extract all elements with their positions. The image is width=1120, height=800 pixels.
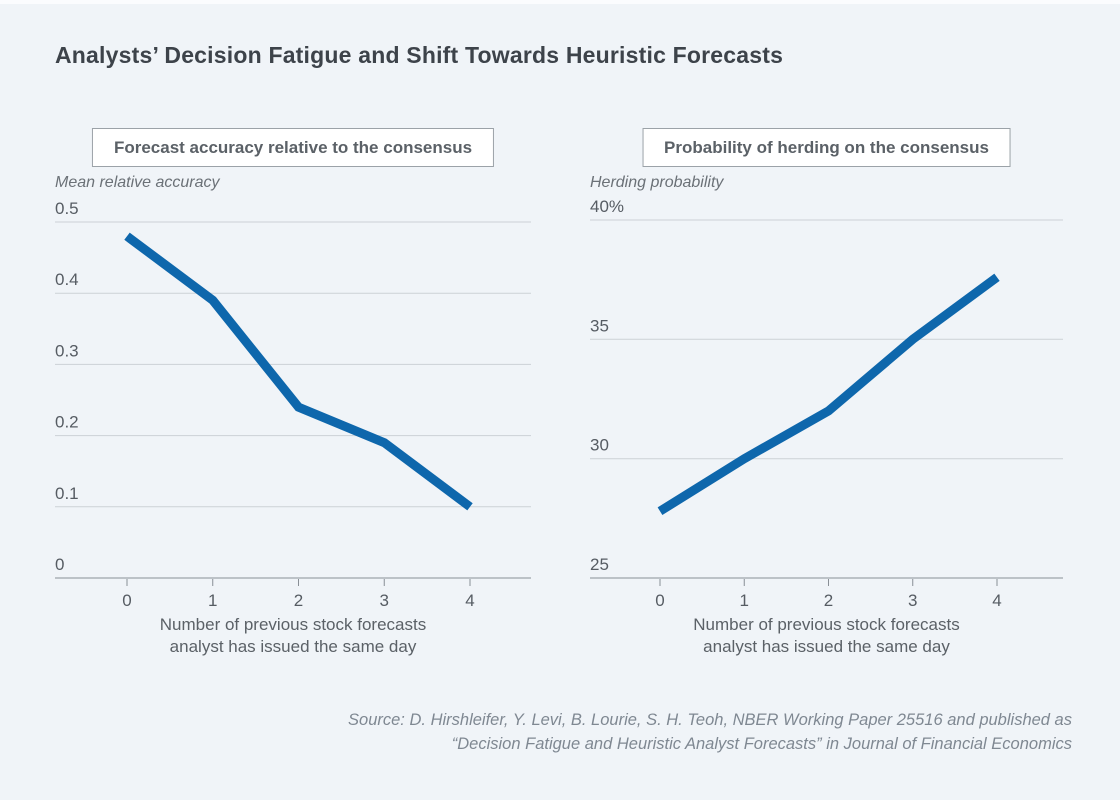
x-axis-title: Number of previous stock forecasts analy… (590, 614, 1063, 658)
data-line (657, 273, 1000, 516)
chart-forecast-accuracy-title-box: Forecast accuracy relative to the consen… (91, 128, 495, 167)
x-axis-title-line2: analyst has issued the same day (169, 637, 417, 656)
x-tick-label: 4 (992, 591, 1001, 610)
x-tick-label: 4 (465, 591, 474, 610)
y-tick-label: 40% (590, 197, 624, 216)
y-axis-unit-label: Herding probability (590, 174, 724, 191)
x-tick-label: 1 (208, 591, 217, 610)
data-line (124, 232, 473, 511)
plot-area: 40% 35 30 25 0 1 2 3 4 (590, 197, 1063, 610)
y-tick-label: 0.1 (55, 484, 79, 503)
y-axis-unit-label: Mean relative accuracy (55, 174, 220, 191)
source-note-line2: “Decision Fatigue and Heuristic Analyst … (451, 735, 1072, 753)
x-tick-label: 3 (380, 591, 389, 610)
chart-herding-probability-title: Probability of herding on the consensus (664, 138, 989, 157)
y-tick-label: 25 (590, 555, 609, 574)
source-note: Source: D. Hirshleifer, Y. Levi, B. Lour… (348, 708, 1072, 756)
y-tick-label: 0.4 (55, 270, 79, 289)
x-tick-label: 2 (824, 591, 833, 610)
x-tick-label: 0 (122, 591, 131, 610)
x-tick-label: 1 (740, 591, 749, 610)
y-tick-label: 0 (55, 555, 64, 574)
y-tick-label: 35 (590, 316, 609, 335)
chart-herding-probability-title-box: Probability of herding on the consensus (642, 128, 1011, 167)
x-axis-title-line2: analyst has issued the same day (703, 637, 950, 656)
x-tick-label: 2 (294, 591, 303, 610)
y-tick-label: 0.3 (55, 341, 79, 360)
x-axis-title-line1: Number of previous stock forecasts (159, 615, 427, 634)
x-axis-title-line1: Number of previous stock forecasts (693, 615, 960, 634)
top-strip (0, 0, 1120, 4)
plot-area: 0.5 0.4 0.3 0.2 0.1 0 0 1 2 3 4 (55, 199, 531, 610)
x-axis-title: Number of previous stock forecasts analy… (55, 614, 531, 658)
figure-title: Analysts’ Decision Fatigue and Shift Tow… (55, 42, 784, 68)
x-tick-label: 0 (655, 591, 664, 610)
y-tick-label: 30 (590, 436, 609, 455)
chart-forecast-accuracy: Forecast accuracy relative to the consen… (55, 128, 531, 673)
chart-forecast-accuracy-title: Forecast accuracy relative to the consen… (113, 138, 473, 157)
source-note-line1: Source: D. Hirshleifer, Y. Levi, B. Lour… (348, 711, 1072, 729)
chart-herding-probability: Probability of herding on the consensus … (590, 128, 1063, 673)
x-tick-label: 3 (908, 591, 917, 610)
y-tick-label: 0.2 (55, 413, 79, 432)
y-tick-label: 0.5 (55, 199, 79, 218)
